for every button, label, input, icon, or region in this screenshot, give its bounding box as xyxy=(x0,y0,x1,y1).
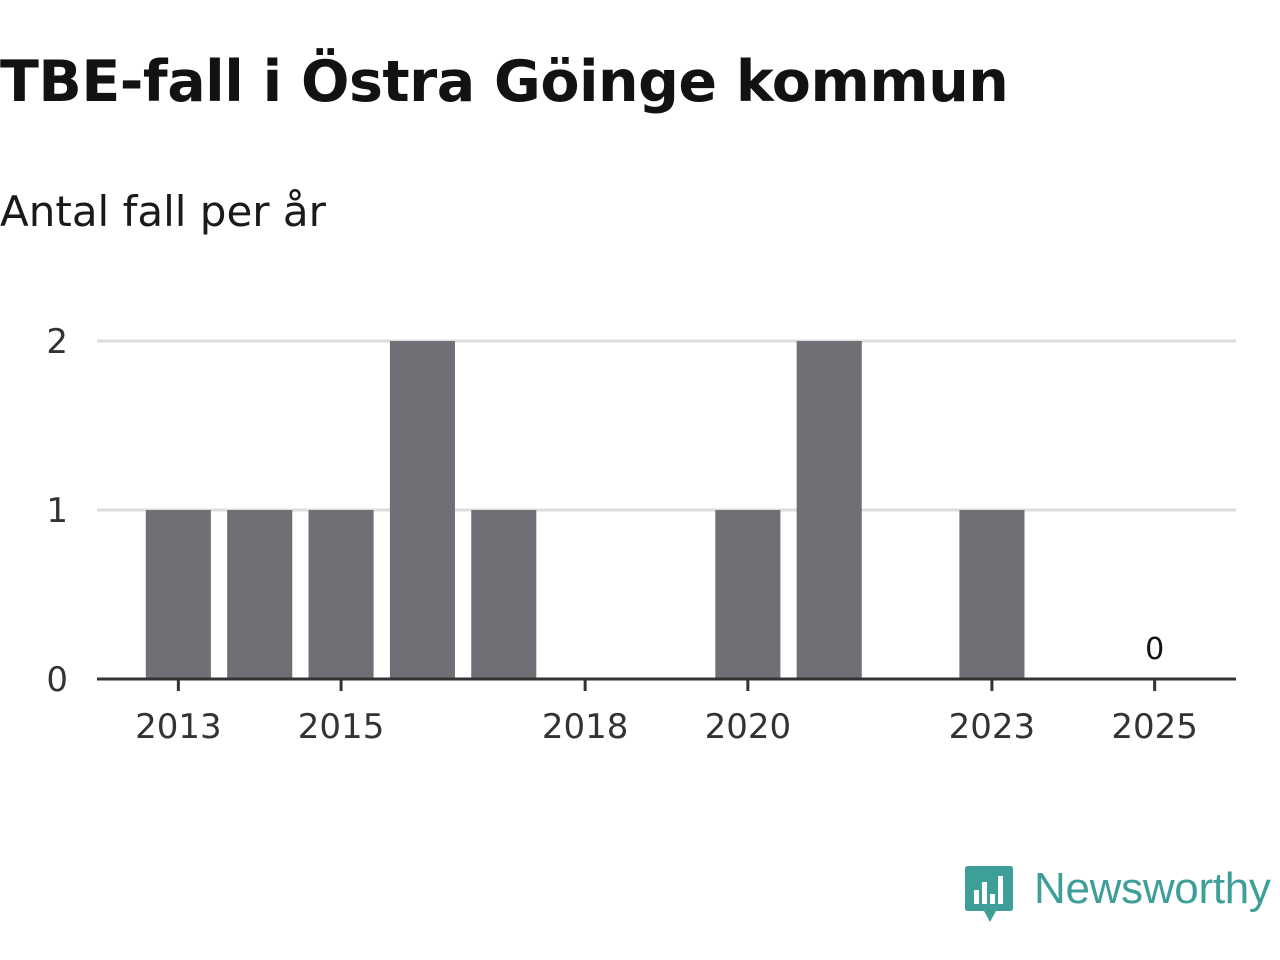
newsworthy-logo-icon xyxy=(965,866,1013,922)
y-axis-ticks: 0 1 2 xyxy=(46,322,68,700)
bar-2016 xyxy=(389,341,455,679)
brand-logo: Newsworthy xyxy=(964,864,1271,924)
bar-2013 xyxy=(145,510,211,679)
y-tick-label-2: 2 xyxy=(46,322,68,362)
bar-2021 xyxy=(796,341,862,679)
value-label-2025: 0 xyxy=(1145,632,1164,667)
gridlines xyxy=(97,339,1236,512)
x-tick-label-2020: 2020 xyxy=(705,707,792,747)
y-tick-label-1: 1 xyxy=(46,491,68,531)
x-tick-label-2023: 2023 xyxy=(949,707,1036,747)
x-tick-label-2013: 2013 xyxy=(135,707,222,747)
x-tick-label-2015: 2015 xyxy=(298,707,385,747)
x-tick-label-2025: 2025 xyxy=(1111,707,1198,747)
chart-title: TBE-fall i Östra Göinge kommun xyxy=(0,49,1009,115)
bar-2015 xyxy=(308,510,374,679)
y-tick-label-0: 0 xyxy=(46,660,68,700)
brand-name: Newsworthy xyxy=(1034,864,1271,913)
bars xyxy=(145,341,1025,679)
chart-subtitle: Antal fall per år xyxy=(0,187,326,236)
data-labels: 0 xyxy=(1145,632,1164,667)
bar-2020 xyxy=(715,510,781,679)
bar-2014 xyxy=(227,510,293,679)
x-tick-label-2018: 2018 xyxy=(542,707,629,747)
bar-2023 xyxy=(959,510,1025,679)
x-axis: 2013 2015 2018 2020 2023 2025 xyxy=(97,677,1236,747)
bar-chart: 2013 2015 2018 2020 2023 2025 0 1 2 0 xyxy=(46,322,1236,747)
bar-2017 xyxy=(471,510,537,679)
